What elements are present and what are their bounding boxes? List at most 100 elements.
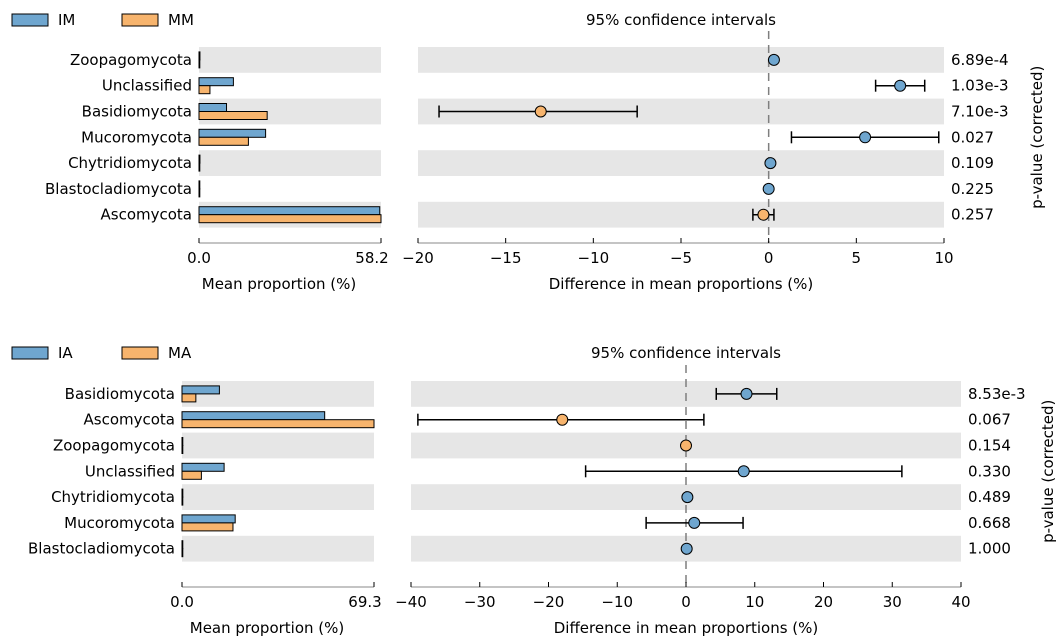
difference-point: [762, 182, 775, 195]
category-label: Chytridiomycota: [51, 488, 175, 506]
p-value: 0.225: [951, 180, 994, 198]
bar-IA: [181, 488, 184, 498]
row-band: [418, 201, 944, 228]
p-value: 7.10e-3: [951, 103, 1009, 121]
difference-point: [859, 131, 872, 144]
bar-MA: [181, 393, 197, 403]
p-value: 1.000: [968, 540, 1011, 558]
diff-tick-label: 5: [852, 249, 862, 267]
category-label: Mucoromycota: [64, 514, 175, 532]
bar-IA: [181, 411, 326, 421]
row-band: [182, 484, 374, 510]
category-label: Blastocladiomycota: [45, 180, 192, 198]
category-label: Ascomycota: [101, 206, 193, 224]
category-label: Unclassified: [102, 77, 192, 95]
diff-tick-label: 40: [951, 593, 970, 611]
difference-point: [688, 516, 701, 529]
bar-MM: [198, 111, 268, 120]
category-label: Blastocladiomycota: [28, 540, 175, 558]
p-value: 0.668: [968, 514, 1011, 532]
p-value: 8.53e-3: [968, 385, 1026, 403]
bar-IA: [181, 540, 184, 550]
bar-MA: [181, 470, 202, 480]
category-label: Zoopagomycota: [70, 51, 192, 69]
p-value-axis-label: p-value (corrected): [1039, 400, 1057, 543]
bar-IM: [198, 51, 201, 61]
diff-tick-label: −30: [464, 593, 496, 611]
legend-swatch-MA: [121, 346, 159, 360]
diff-tick-label: 0: [764, 249, 774, 267]
bar-MM: [198, 188, 201, 198]
bar-IA: [181, 437, 184, 446]
ci-title: 95% confidence intervals: [586, 11, 776, 29]
category-label: Basidiomycota: [65, 385, 175, 403]
row-band: [182, 432, 374, 459]
difference-point: [764, 157, 777, 170]
diff-axis-label: Difference in mean proportions (%): [554, 619, 819, 637]
p-value: 0.489: [968, 488, 1011, 506]
bar-tick-label: 69.3: [348, 593, 381, 611]
p-value: 6.89e-4: [951, 51, 1009, 69]
p-value-axis-label: p-value (corrected): [1028, 66, 1046, 209]
p-value: 0.067: [968, 411, 1011, 429]
p-value: 0.027: [951, 128, 994, 146]
panel-1: IM MM 95% confidence intervals Zoopagomycot…: [11, 11, 1046, 293]
bar-MM: [198, 85, 211, 95]
difference-point: [757, 208, 770, 221]
diff-tick-label: −15: [490, 249, 522, 267]
p-value: 0.257: [951, 206, 994, 224]
p-value: 1.03e-3: [951, 77, 1009, 95]
diff-tick-label: 10: [934, 249, 953, 267]
row-band: [199, 47, 381, 73]
bar-IM: [198, 154, 201, 164]
legend: IA MA: [11, 344, 192, 362]
category-label: Unclassified: [85, 462, 175, 480]
p-value: 0.109: [951, 154, 994, 172]
bar-MM: [198, 59, 201, 69]
bar-MA: [181, 496, 184, 506]
p-value: 0.330: [968, 462, 1011, 480]
bar-tick-label: 58.2: [355, 249, 388, 267]
legend-label: MA: [168, 344, 192, 362]
legend-label: IA: [58, 344, 73, 362]
diff-tick-label: −40: [395, 593, 427, 611]
difference-point: [681, 491, 694, 504]
bar-axis-label: Mean proportion (%): [202, 275, 357, 293]
category-label: Ascomycota: [84, 411, 176, 429]
category-label: Mucoromycota: [81, 128, 192, 146]
bar-tick-label: 0.0: [187, 249, 211, 267]
diff-tick-label: −5: [670, 249, 692, 267]
bar-IA: [181, 385, 220, 395]
row-band: [199, 150, 381, 176]
bar-MM: [198, 214, 382, 224]
bar-MA: [181, 548, 184, 558]
category-label: Chytridiomycota: [68, 154, 192, 172]
bar-MA: [181, 445, 184, 454]
p-value: 0.154: [968, 437, 1011, 455]
diff-tick-label: −10: [601, 593, 633, 611]
bar-MA: [181, 419, 375, 429]
diff-tick-label: 30: [883, 593, 902, 611]
diff-tick-label: −20: [402, 249, 434, 267]
difference-point: [767, 53, 780, 66]
diff-tick-label: 10: [745, 593, 764, 611]
legend: IM MM: [11, 11, 194, 29]
legend-swatch-MM: [121, 13, 159, 27]
bar-axis-label: Mean proportion (%): [190, 619, 345, 637]
row-band: [418, 47, 944, 73]
ci-title: 95% confidence intervals: [591, 344, 781, 362]
difference-point: [740, 387, 753, 400]
legend-swatch-IM: [11, 13, 49, 27]
row-band: [182, 535, 374, 562]
bar-MM: [198, 162, 201, 172]
bar-IA: [181, 514, 236, 524]
bar-MM: [198, 136, 249, 146]
difference-point: [556, 413, 569, 426]
diff-tick-label: −20: [533, 593, 565, 611]
difference-point: [894, 79, 907, 92]
legend-label: IM: [58, 11, 75, 29]
bar-tick-label: 0.0: [170, 593, 194, 611]
bar-IM: [198, 77, 234, 87]
bar-IM: [198, 180, 201, 190]
